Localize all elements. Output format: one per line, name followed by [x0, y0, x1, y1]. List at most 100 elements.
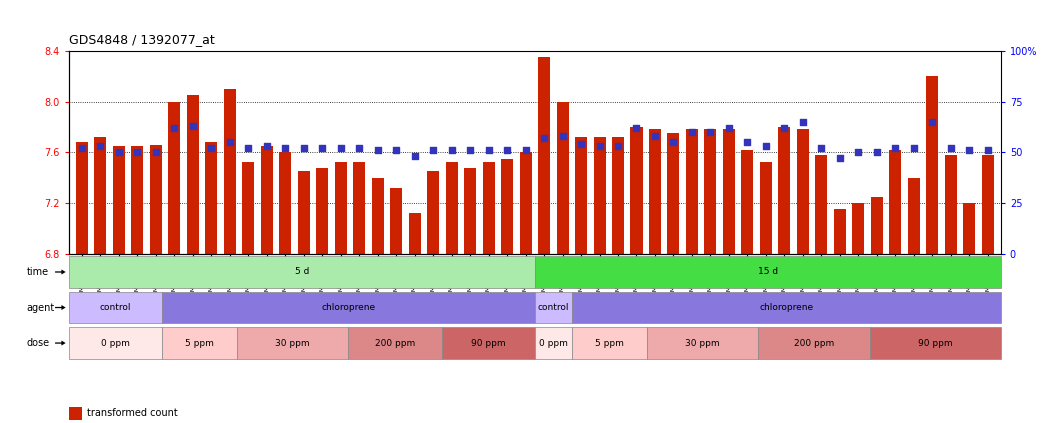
Point — [886, 145, 903, 151]
Bar — [442, 327, 535, 359]
Text: 200 ppm: 200 ppm — [794, 338, 834, 348]
Bar — [298, 171, 309, 254]
Point — [665, 139, 682, 146]
Point — [351, 145, 367, 151]
Point — [147, 149, 164, 156]
Point — [702, 129, 719, 135]
Point — [370, 147, 387, 154]
Point — [923, 118, 940, 125]
Text: control: control — [100, 303, 131, 312]
Bar — [760, 162, 772, 254]
Text: time: time — [26, 267, 49, 277]
Bar — [162, 327, 236, 359]
Text: 200 ppm: 200 ppm — [375, 338, 415, 348]
Point — [683, 129, 700, 135]
Bar — [483, 162, 495, 254]
Bar — [686, 129, 698, 254]
Bar — [535, 292, 572, 323]
Bar — [704, 129, 717, 254]
Point — [943, 145, 959, 151]
Point — [462, 147, 479, 154]
Bar — [575, 137, 587, 254]
Point — [258, 143, 275, 150]
Point — [202, 145, 219, 151]
Point — [166, 124, 183, 131]
Bar — [927, 76, 938, 254]
Point — [110, 149, 127, 156]
Bar — [427, 171, 439, 254]
Point — [184, 123, 201, 129]
Bar — [94, 137, 106, 254]
Bar — [945, 155, 957, 254]
Bar — [446, 162, 457, 254]
Bar — [649, 129, 661, 254]
Point — [517, 147, 534, 154]
Bar — [572, 292, 1001, 323]
Point — [92, 143, 109, 150]
Point — [536, 135, 553, 141]
Point — [221, 139, 238, 146]
Bar — [464, 168, 477, 254]
Point — [739, 139, 756, 146]
Bar — [69, 292, 162, 323]
Bar — [76, 142, 88, 254]
Text: chloroprene: chloroprene — [321, 303, 376, 312]
Point — [499, 147, 516, 154]
Bar — [501, 159, 513, 254]
Bar — [778, 127, 790, 254]
Bar — [280, 152, 291, 254]
Text: 5 ppm: 5 ppm — [185, 338, 214, 348]
Bar — [112, 146, 125, 254]
Point — [129, 149, 146, 156]
Point — [313, 145, 330, 151]
Point — [757, 143, 774, 150]
Point — [850, 149, 867, 156]
Point — [554, 133, 571, 140]
Text: agent: agent — [26, 302, 55, 313]
Bar — [348, 327, 442, 359]
Bar — [667, 133, 680, 254]
Bar — [168, 102, 180, 254]
Text: 30 ppm: 30 ppm — [275, 338, 310, 348]
Bar — [69, 327, 162, 359]
Bar — [131, 146, 143, 254]
Text: 5 ppm: 5 ppm — [595, 338, 624, 348]
Bar — [261, 146, 273, 254]
Point — [610, 143, 627, 150]
Point — [591, 143, 608, 150]
Text: 30 ppm: 30 ppm — [685, 338, 720, 348]
Bar — [317, 168, 328, 254]
Point — [573, 141, 590, 148]
Point — [720, 124, 737, 131]
Bar — [741, 150, 753, 254]
Point — [73, 145, 90, 151]
Text: 0 ppm: 0 ppm — [101, 338, 130, 348]
Bar — [572, 327, 647, 359]
Text: 15 d: 15 d — [757, 267, 778, 277]
Text: chloroprene: chloroprene — [759, 303, 813, 312]
Bar — [223, 89, 236, 254]
Point — [831, 155, 848, 162]
Bar — [390, 188, 402, 254]
Point — [628, 124, 645, 131]
Bar — [982, 155, 993, 254]
Bar — [647, 327, 758, 359]
Bar — [205, 142, 217, 254]
Point — [480, 147, 497, 154]
Point — [425, 147, 442, 154]
Bar — [162, 292, 535, 323]
Point — [980, 147, 997, 154]
Bar — [535, 256, 1001, 288]
Text: 0 ppm: 0 ppm — [539, 338, 568, 348]
Point — [333, 145, 349, 151]
Point — [239, 145, 256, 151]
Text: transformed count: transformed count — [87, 408, 178, 418]
Point — [794, 118, 811, 125]
Bar — [69, 256, 535, 288]
Bar — [796, 129, 809, 254]
Bar — [557, 102, 569, 254]
Bar — [890, 150, 901, 254]
Bar — [353, 162, 365, 254]
Bar — [870, 327, 1001, 359]
Text: GDS4848 / 1392077_at: GDS4848 / 1392077_at — [69, 33, 215, 47]
